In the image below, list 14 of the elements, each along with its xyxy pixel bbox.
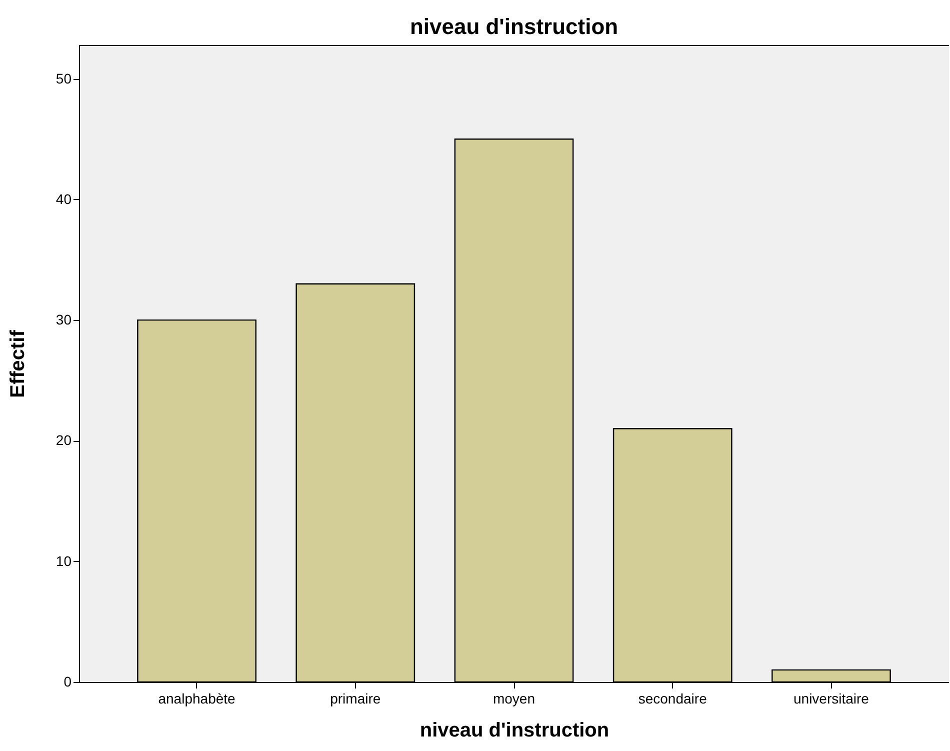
x-tick-label: secondaire [638, 690, 708, 706]
x-tick-label: moyen [492, 690, 536, 706]
y-axis-title: Effectif [6, 330, 29, 398]
x-tick-label: analphabète [158, 690, 236, 706]
y-tick-label: 40 [56, 190, 72, 207]
y-tick-label: 30 [56, 312, 72, 328]
y-tick-label: 0 [64, 674, 72, 690]
y-tick-label: 50 [56, 70, 72, 86]
x-tick-label: universitaire [793, 690, 870, 706]
x-tick-label: primaire [330, 690, 381, 706]
y-tick-label: 20 [56, 432, 72, 448]
y-tick-label: 10 [56, 552, 72, 569]
x-axis-title: niveau d'instruction [420, 720, 610, 742]
chart-title: niveau d'instruction [410, 14, 618, 39]
